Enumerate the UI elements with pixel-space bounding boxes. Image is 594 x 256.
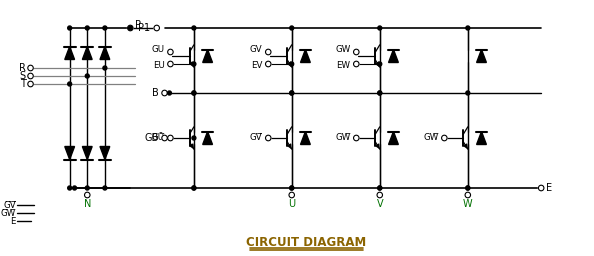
Polygon shape: [65, 146, 75, 159]
Circle shape: [378, 26, 382, 30]
Text: R: R: [19, 63, 26, 73]
Polygon shape: [388, 49, 399, 62]
Text: GW̅: GW̅: [335, 133, 350, 142]
Circle shape: [290, 186, 293, 190]
Text: P: P: [135, 20, 141, 30]
Text: GW: GW: [335, 46, 350, 55]
Text: T: T: [20, 79, 26, 89]
Circle shape: [378, 62, 382, 66]
Text: S: S: [20, 71, 26, 81]
Circle shape: [466, 91, 470, 95]
Circle shape: [86, 26, 89, 30]
Text: GŪ̅: GŪ̅: [151, 133, 165, 142]
Circle shape: [378, 186, 382, 190]
Circle shape: [192, 26, 196, 30]
Text: GV̅: GV̅: [249, 133, 263, 142]
Circle shape: [353, 49, 359, 55]
Circle shape: [68, 186, 72, 190]
Circle shape: [103, 66, 107, 70]
Circle shape: [466, 186, 470, 190]
Circle shape: [162, 90, 168, 96]
Text: EV: EV: [251, 60, 263, 69]
Text: GB: GB: [144, 133, 159, 143]
Text: W: W: [463, 199, 473, 209]
Circle shape: [266, 135, 271, 141]
Text: CIRCUIT DIAGRAM: CIRCUIT DIAGRAM: [247, 236, 366, 249]
Circle shape: [466, 26, 470, 30]
Circle shape: [128, 26, 132, 30]
Polygon shape: [100, 47, 110, 59]
Polygon shape: [100, 146, 110, 159]
Text: V: V: [377, 199, 383, 209]
Circle shape: [192, 186, 196, 190]
Polygon shape: [203, 49, 213, 62]
Circle shape: [378, 186, 382, 190]
Circle shape: [68, 82, 72, 86]
Circle shape: [28, 81, 33, 87]
Text: GV: GV: [249, 46, 263, 55]
Polygon shape: [65, 47, 75, 59]
Circle shape: [192, 62, 196, 66]
Circle shape: [28, 65, 33, 71]
Circle shape: [377, 192, 383, 198]
Circle shape: [192, 91, 196, 95]
Circle shape: [290, 91, 293, 95]
Text: EU: EU: [153, 60, 165, 69]
Circle shape: [72, 186, 77, 190]
Circle shape: [28, 73, 33, 79]
Circle shape: [103, 186, 107, 190]
Circle shape: [378, 91, 382, 95]
Polygon shape: [388, 132, 399, 144]
Polygon shape: [476, 132, 486, 144]
Circle shape: [289, 192, 295, 198]
Polygon shape: [83, 47, 92, 59]
Text: B: B: [152, 88, 159, 98]
Polygon shape: [301, 132, 310, 144]
Circle shape: [192, 136, 196, 140]
Circle shape: [192, 186, 196, 190]
Circle shape: [128, 25, 133, 31]
Circle shape: [378, 91, 382, 95]
Circle shape: [353, 135, 359, 141]
Circle shape: [538, 185, 544, 191]
Circle shape: [353, 61, 359, 67]
Circle shape: [290, 186, 293, 190]
Text: G̅V̅: G̅V̅: [3, 200, 16, 209]
Circle shape: [154, 25, 159, 31]
Text: N: N: [84, 199, 91, 209]
Circle shape: [465, 192, 470, 198]
Circle shape: [168, 61, 173, 67]
Polygon shape: [301, 49, 310, 62]
Circle shape: [86, 186, 89, 190]
Text: U: U: [288, 199, 295, 209]
Circle shape: [168, 49, 173, 55]
Circle shape: [466, 186, 470, 190]
Text: EW: EW: [336, 60, 350, 69]
Circle shape: [68, 26, 72, 30]
Polygon shape: [203, 132, 213, 144]
Circle shape: [266, 49, 271, 55]
Circle shape: [266, 61, 271, 67]
Circle shape: [290, 62, 293, 66]
Circle shape: [103, 26, 107, 30]
Polygon shape: [83, 146, 92, 159]
Text: G̅W̅: G̅W̅: [1, 208, 16, 218]
Text: GW̅: GW̅: [423, 133, 438, 142]
Circle shape: [162, 135, 168, 141]
Circle shape: [168, 135, 173, 141]
Text: E: E: [10, 217, 16, 226]
Circle shape: [84, 192, 90, 198]
Text: P1: P1: [138, 23, 150, 33]
Circle shape: [86, 74, 89, 78]
Circle shape: [290, 91, 293, 95]
Circle shape: [290, 26, 293, 30]
Circle shape: [192, 91, 196, 95]
Circle shape: [441, 135, 447, 141]
Circle shape: [168, 91, 172, 95]
Text: E: E: [546, 183, 552, 193]
Polygon shape: [476, 49, 486, 62]
Text: GU: GU: [151, 46, 165, 55]
